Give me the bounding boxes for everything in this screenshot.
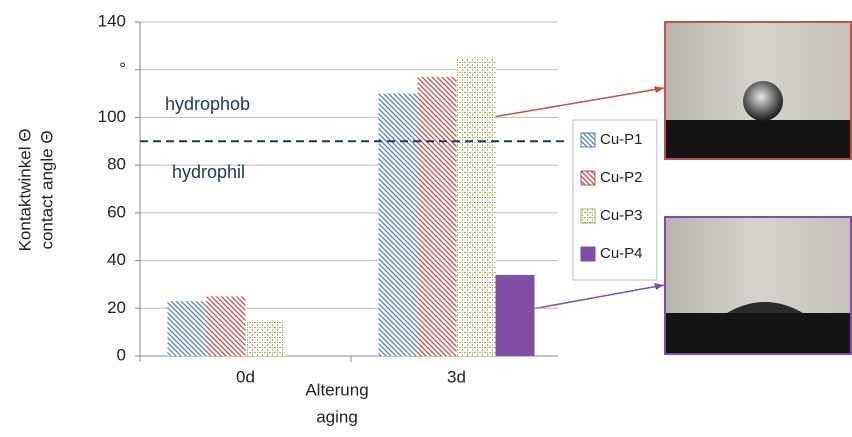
legend-swatch — [581, 247, 595, 261]
bar — [496, 275, 535, 356]
y-tick-label: 140 — [98, 11, 126, 30]
bar — [168, 301, 207, 356]
y-tick-label: 60 — [107, 202, 126, 221]
x-axis-label: aging — [316, 407, 358, 426]
legend-label: Cu-P1 — [600, 131, 643, 148]
x-tick-label: 3d — [447, 367, 466, 386]
photo-hydrophilic — [665, 217, 852, 354]
threshold-label: hydrophil — [172, 162, 245, 182]
photo-hydrophobic — [665, 22, 852, 159]
y-tick-label: 0 — [117, 345, 126, 364]
y-tick-label: 40 — [107, 250, 126, 269]
bar — [418, 77, 457, 356]
y-axis-label: Kontaktwinkel Θ — [15, 129, 34, 252]
bar — [379, 94, 418, 356]
arrow — [532, 285, 664, 309]
legend-label: Cu-P3 — [600, 207, 643, 224]
chart: Kontaktwinkel Θ contact angle Θ Alterung… — [0, 0, 852, 432]
bar — [246, 320, 285, 356]
y-tick-label: 20 — [107, 298, 126, 317]
legend-label: Cu-P4 — [600, 245, 643, 262]
y-tick-label: 80 — [107, 155, 126, 174]
bar — [207, 296, 246, 356]
y-tick-label: ° — [119, 59, 126, 78]
threshold-label: hydrophob — [165, 94, 250, 114]
y-axis-label: contact angle Θ — [37, 130, 56, 249]
legend-swatch — [581, 209, 595, 223]
legend-swatch — [581, 171, 595, 185]
x-tick-label: 0d — [236, 367, 255, 386]
legend-swatch — [581, 133, 595, 147]
x-axis-label: Alterung — [305, 380, 368, 399]
legend-label: Cu-P2 — [600, 169, 643, 186]
y-tick-label: 100 — [98, 107, 126, 126]
arrow-head — [654, 283, 664, 290]
arrow-head — [654, 86, 664, 93]
bar — [457, 58, 496, 356]
